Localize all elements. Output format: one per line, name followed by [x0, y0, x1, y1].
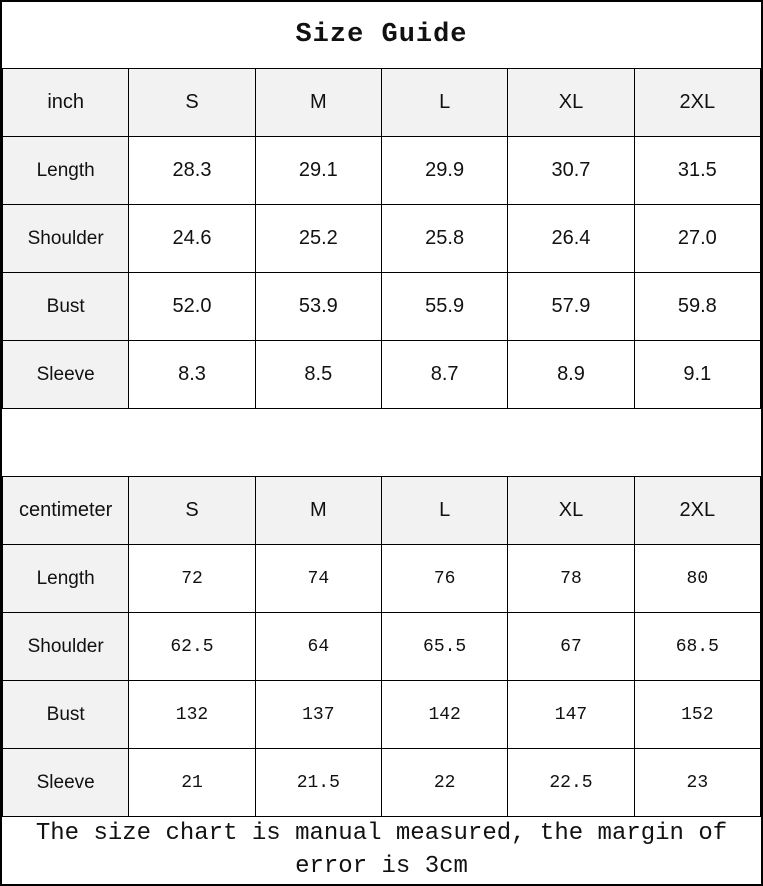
inch-size-table: inch S M L XL 2XL Length 28.3 29.1 29.9 …	[1, 68, 762, 409]
size-value-cell: 8.7	[380, 340, 509, 409]
size-value-cell: 23	[633, 748, 762, 817]
inch-header-row: inch S M L XL 2XL	[1, 68, 762, 137]
size-value-cell: 55.9	[380, 272, 509, 341]
size-value-cell: 142	[380, 680, 509, 749]
size-value-cell: 64	[254, 612, 382, 681]
size-value-cell: 65.5	[380, 612, 509, 681]
size-value-cell: 68.5	[633, 612, 762, 681]
size-value-cell: 30.7	[507, 136, 635, 205]
size-value-cell: 147	[507, 680, 635, 749]
size-value-cell: 80	[633, 544, 762, 613]
table-row: Length 28.3 29.1 29.9 30.7 31.5	[1, 136, 762, 205]
size-value-cell: 152	[633, 680, 762, 749]
size-header-l: L	[380, 68, 509, 137]
size-header-2xl: 2XL	[633, 68, 762, 137]
size-header-s: S	[128, 476, 256, 545]
size-header-2xl: 2XL	[633, 476, 762, 545]
size-value-cell: 21	[128, 748, 256, 817]
size-value-cell: 27.0	[633, 204, 762, 273]
size-value-cell: 8.3	[128, 340, 256, 409]
table-row: Shoulder 24.6 25.2 25.8 26.4 27.0	[1, 204, 762, 273]
row-label: Length	[1, 136, 130, 205]
size-value-cell: 22.5	[507, 748, 635, 817]
centimeter-header-row: centimeter S M L XL 2XL	[1, 476, 762, 545]
size-header-xl: XL	[507, 68, 635, 137]
size-value-cell: 137	[254, 680, 382, 749]
size-value-cell: 25.2	[254, 204, 382, 273]
size-value-cell: 25.8	[380, 204, 509, 273]
size-value-cell: 21.5	[254, 748, 382, 817]
size-value-cell: 31.5	[633, 136, 762, 205]
table-row: Bust 132 137 142 147 152	[1, 680, 762, 749]
size-value-cell: 29.1	[254, 136, 382, 205]
spacer-row	[2, 409, 761, 476]
row-label: Length	[1, 544, 130, 613]
row-label: Sleeve	[1, 340, 130, 409]
size-value-cell: 28.3	[128, 136, 256, 205]
size-value-cell: 8.5	[254, 340, 382, 409]
size-value-cell: 29.9	[380, 136, 509, 205]
size-value-cell: 76	[380, 544, 509, 613]
size-value-cell: 78	[507, 544, 635, 613]
table-row: Shoulder 62.5 64 65.5 67 68.5	[1, 612, 762, 681]
size-value-cell: 72	[128, 544, 256, 613]
size-header-m: M	[254, 476, 382, 545]
size-value-cell: 59.8	[633, 272, 762, 341]
measurement-disclaimer: The size chart is manual measured, the m…	[35, 820, 728, 880]
row-label: Bust	[1, 680, 130, 749]
size-header-m: M	[254, 68, 382, 137]
size-value-cell: 57.9	[507, 272, 635, 341]
size-value-cell: 52.0	[128, 272, 256, 341]
unit-header-centimeter: centimeter	[1, 476, 130, 545]
row-label: Shoulder	[1, 612, 130, 681]
row-label: Shoulder	[1, 204, 130, 273]
unit-header-inch: inch	[1, 68, 130, 137]
size-value-cell: 53.9	[254, 272, 382, 341]
size-value-cell: 8.9	[507, 340, 635, 409]
table-row: Sleeve 21 21.5 22 22.5 23	[1, 748, 762, 817]
table-row: Bust 52.0 53.9 55.9 57.9 59.8	[1, 272, 762, 341]
size-value-cell: 24.6	[128, 204, 256, 273]
size-header-xl: XL	[507, 476, 635, 545]
table-row: Length 72 74 76 78 80	[1, 544, 762, 613]
size-value-cell: 9.1	[633, 340, 762, 409]
centimeter-size-table: centimeter S M L XL 2XL Length 72 74 76 …	[1, 476, 762, 817]
size-value-cell: 132	[128, 680, 256, 749]
size-value-cell: 22	[380, 748, 509, 817]
size-value-cell: 67	[507, 612, 635, 681]
table-row: Sleeve 8.3 8.5 8.7 8.9 9.1	[1, 340, 762, 409]
size-value-cell: 26.4	[507, 204, 635, 273]
size-header-l: L	[380, 476, 509, 545]
size-value-cell: 62.5	[128, 612, 256, 681]
row-label: Sleeve	[1, 748, 130, 817]
size-value-cell: 74	[254, 544, 382, 613]
page-title: Size Guide	[295, 20, 468, 50]
size-header-s: S	[128, 68, 256, 137]
row-label: Bust	[1, 272, 130, 341]
